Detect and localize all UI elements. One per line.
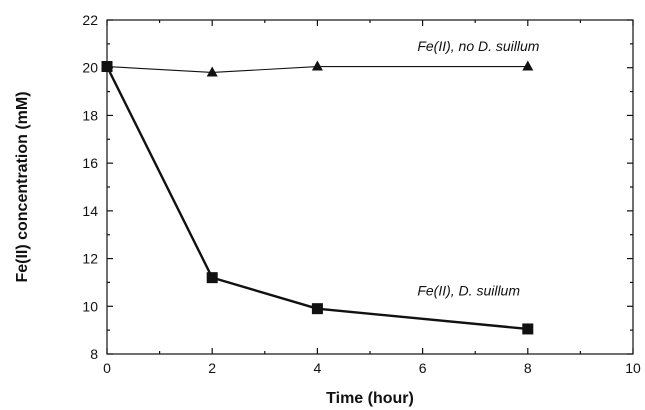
y-axis-ticks: 8 10 12 14 16 18 20 22 (82, 12, 633, 362)
y-tick-label: 20 (82, 60, 98, 76)
y-tick-label: 18 (82, 107, 98, 123)
data-point-square (522, 323, 534, 335)
series-annotation: Fe(II), no D. suillum (417, 38, 539, 54)
y-tick-label: 8 (90, 346, 98, 362)
y-tick-label: 22 (82, 12, 98, 28)
series-line (105, 65, 528, 331)
series-line (106, 65, 528, 74)
x-tick-label: 8 (524, 360, 532, 376)
y-tick-label: 16 (82, 155, 98, 171)
data-point-triangle (206, 66, 218, 77)
y-tick-label: 10 (82, 298, 98, 314)
series-annotation: Fe(II), D. suillum (417, 283, 520, 299)
data-point-square (101, 61, 113, 73)
y-tick-label: 12 (82, 251, 98, 267)
x-tick-label: 10 (625, 360, 641, 376)
x-axis-ticks: 0 2 4 6 8 10 (103, 20, 641, 376)
data-point-triangle (522, 60, 534, 71)
x-tick-label: 2 (208, 360, 216, 376)
x-tick-label: 6 (419, 360, 427, 376)
data-point-square (311, 303, 323, 315)
y-tick-label: 14 (82, 203, 98, 219)
plot-border (106, 19, 634, 355)
y-axis-label: Fe(II) concentration (mM) (14, 91, 31, 282)
series-d-suillum (101, 61, 534, 335)
plot-frame (106, 19, 634, 355)
series-no-d-suillum (101, 60, 534, 77)
annotation-layer: Fe(II), no D. suillum Fe(II), D. suillum (417, 38, 539, 299)
x-tick-label: 0 (103, 360, 111, 376)
data-point-square (206, 272, 218, 284)
series-layer (101, 60, 534, 335)
x-axis-label: Time (hour) (326, 390, 414, 407)
x-tick-label: 4 (314, 360, 322, 376)
data-point-triangle (311, 60, 323, 71)
